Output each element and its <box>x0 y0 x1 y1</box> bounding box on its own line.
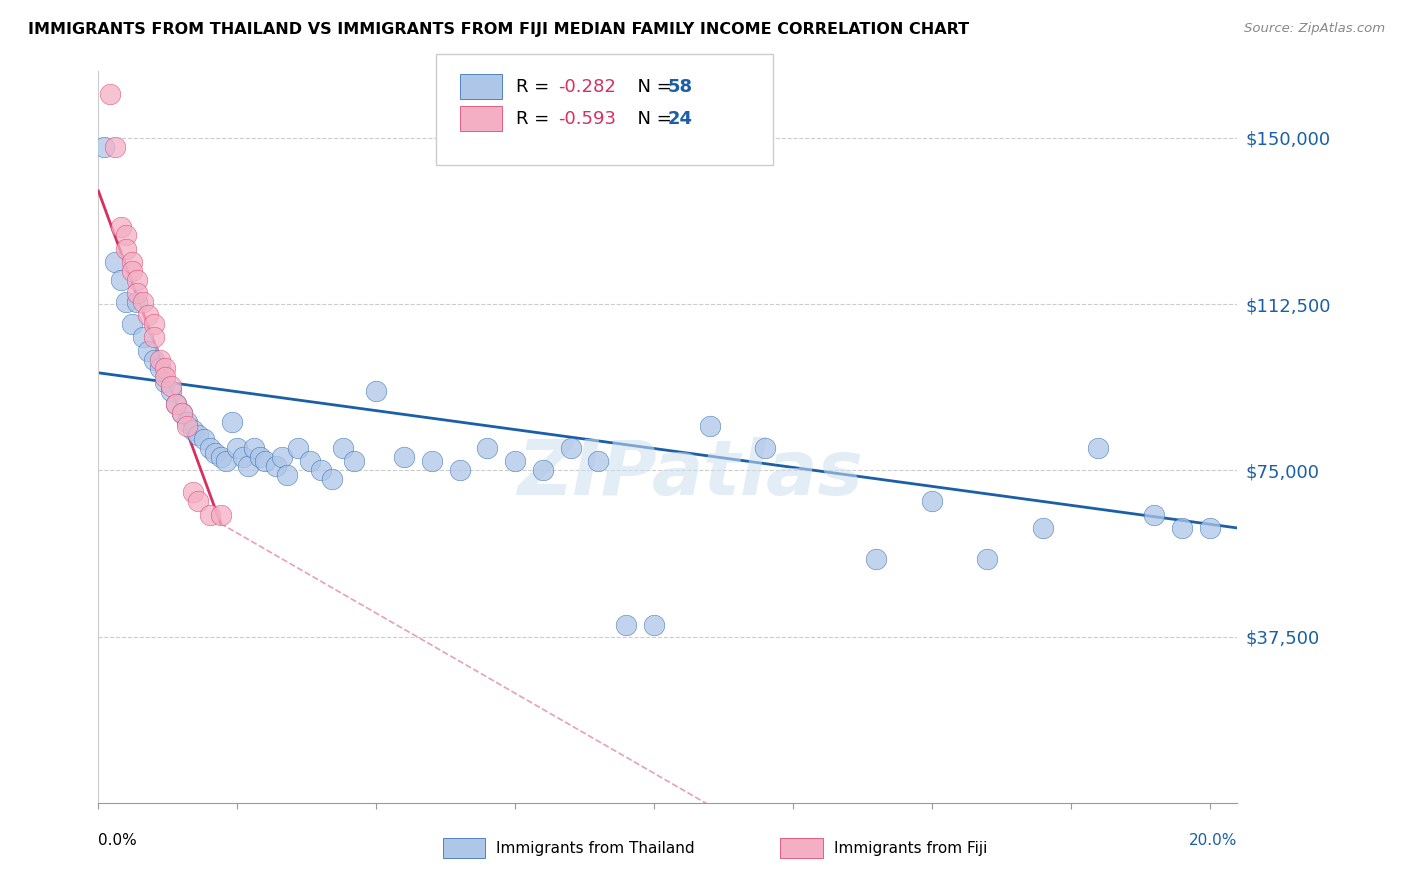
Text: 58: 58 <box>668 78 693 95</box>
Point <box>153 361 176 376</box>
Point <box>420 454 443 468</box>
Point <box>93 139 115 153</box>
Point <box>614 618 637 632</box>
Point <box>865 552 887 566</box>
Point <box>165 397 187 411</box>
Point <box>143 317 166 331</box>
Point <box>209 508 232 522</box>
Point <box>754 441 776 455</box>
Point <box>170 406 193 420</box>
Point <box>449 463 471 477</box>
Point <box>699 419 721 434</box>
Point <box>127 294 149 309</box>
Text: Immigrants from Fiji: Immigrants from Fiji <box>834 840 987 855</box>
Point <box>138 308 160 322</box>
Point <box>221 415 243 429</box>
Point <box>159 384 181 398</box>
Point <box>115 294 138 309</box>
Point <box>138 343 160 358</box>
Point <box>110 273 132 287</box>
Text: R =: R = <box>516 78 555 95</box>
Point <box>264 458 287 473</box>
Point <box>121 264 143 278</box>
Point <box>132 330 155 344</box>
Point <box>215 454 238 468</box>
Point <box>254 454 277 468</box>
Point <box>560 441 582 455</box>
Point <box>115 242 138 256</box>
Point <box>921 494 943 508</box>
Point <box>198 441 221 455</box>
Point <box>170 406 193 420</box>
Point <box>181 485 204 500</box>
Point <box>366 384 388 398</box>
Point <box>1143 508 1166 522</box>
Point <box>181 424 204 438</box>
Point <box>110 219 132 234</box>
Point <box>243 441 266 455</box>
Point <box>165 397 187 411</box>
Point <box>1198 521 1220 535</box>
Point <box>1170 521 1192 535</box>
Point <box>503 454 526 468</box>
Point <box>270 450 292 464</box>
Text: ZIPatlas: ZIPatlas <box>517 437 863 510</box>
Point <box>1087 441 1109 455</box>
Point <box>148 352 170 367</box>
Text: Source: ZipAtlas.com: Source: ZipAtlas.com <box>1244 22 1385 36</box>
Point <box>127 273 149 287</box>
Point <box>153 370 176 384</box>
Point <box>187 494 209 508</box>
Text: Immigrants from Thailand: Immigrants from Thailand <box>496 840 695 855</box>
Text: N =: N = <box>626 110 678 128</box>
Text: -0.282: -0.282 <box>558 78 616 95</box>
Text: 24: 24 <box>668 110 693 128</box>
Text: 0.0%: 0.0% <box>98 833 138 848</box>
Point <box>232 450 254 464</box>
Point <box>153 375 176 389</box>
Point <box>531 463 554 477</box>
Point <box>298 454 321 468</box>
Text: R =: R = <box>516 110 555 128</box>
Point <box>115 228 138 243</box>
Point <box>198 508 221 522</box>
Text: N =: N = <box>626 78 678 95</box>
Text: -0.593: -0.593 <box>558 110 616 128</box>
Point <box>309 463 332 477</box>
Point <box>588 454 610 468</box>
Point <box>121 317 143 331</box>
Point <box>226 441 249 455</box>
Point <box>159 379 181 393</box>
Point <box>287 441 309 455</box>
Point <box>127 285 149 300</box>
Point <box>204 445 226 459</box>
Point <box>143 330 166 344</box>
Point <box>238 458 260 473</box>
Point <box>976 552 998 566</box>
Point <box>187 428 209 442</box>
Point <box>104 255 127 269</box>
Point <box>121 255 143 269</box>
Point <box>332 441 354 455</box>
Text: 20.0%: 20.0% <box>1189 833 1237 848</box>
Point <box>104 139 127 153</box>
Point <box>343 454 366 468</box>
Point <box>321 472 343 486</box>
Point <box>132 294 155 309</box>
Point <box>209 450 232 464</box>
Point <box>276 467 298 482</box>
Point <box>249 450 271 464</box>
Point <box>148 361 170 376</box>
Point <box>143 352 166 367</box>
Point <box>193 432 215 446</box>
Point <box>176 419 198 434</box>
Point <box>176 415 198 429</box>
Point <box>392 450 415 464</box>
Point <box>477 441 499 455</box>
Point <box>643 618 665 632</box>
Point <box>1032 521 1054 535</box>
Text: IMMIGRANTS FROM THAILAND VS IMMIGRANTS FROM FIJI MEDIAN FAMILY INCOME CORRELATIO: IMMIGRANTS FROM THAILAND VS IMMIGRANTS F… <box>28 22 969 37</box>
Point <box>98 87 121 101</box>
